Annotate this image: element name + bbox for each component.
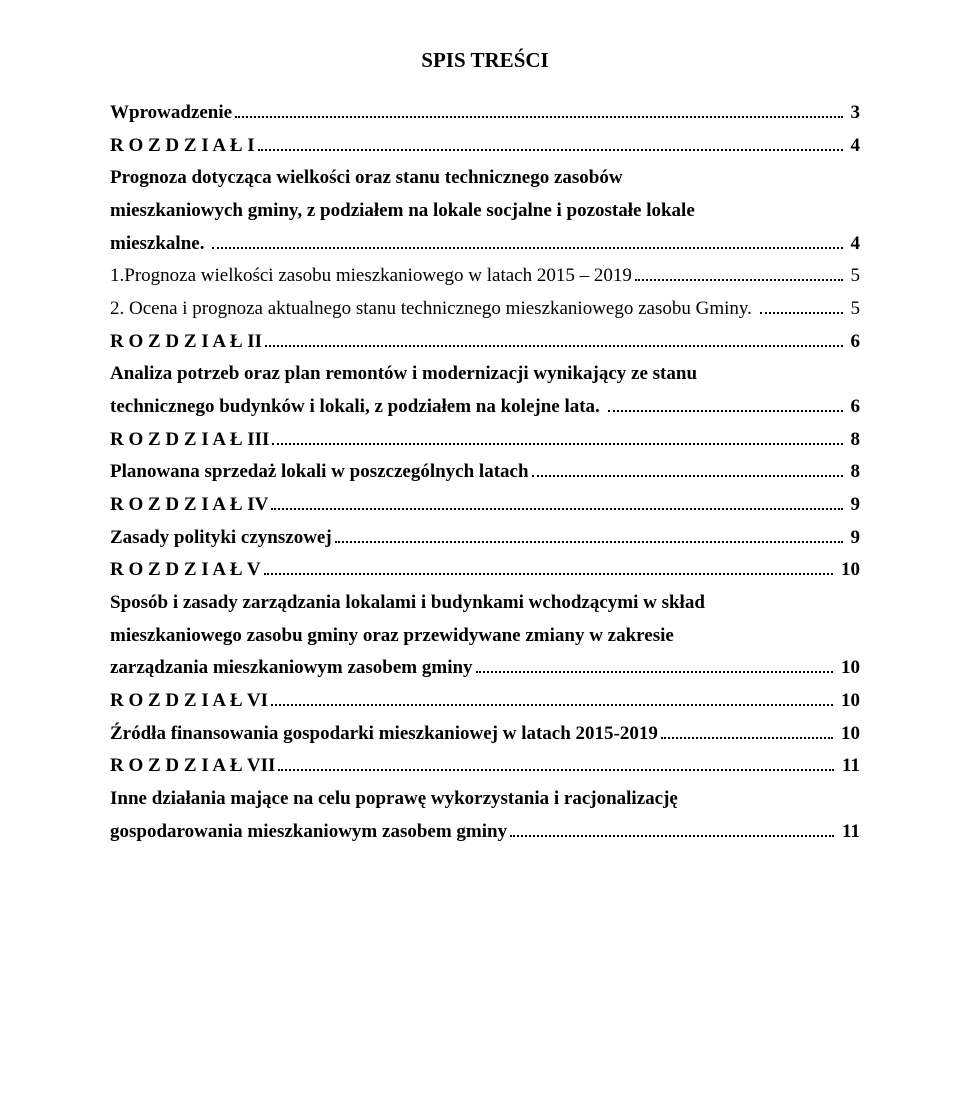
toc-list: Wprowadzenie 3R O Z D Z I A Ł I 4Prognoz… <box>110 97 860 848</box>
toc-leader-dots <box>608 395 843 412</box>
toc-leader-dots <box>258 134 843 151</box>
toc-entry: Zasady polityki czynszowej 9 <box>110 522 860 555</box>
toc-leader-dots <box>335 526 843 543</box>
toc-entry-text-line: Inne działania mające na celu poprawę wy… <box>110 783 860 816</box>
toc-entry: R O Z D Z I A Ł VII 11 <box>110 750 860 783</box>
toc-entry-text: technicznego budynków i lokali, z podzia… <box>110 391 605 424</box>
toc-entry-text: 2. Ocena i prognoza aktualnego stanu tec… <box>110 293 757 326</box>
toc-leader-dots <box>271 689 833 706</box>
page: SPIS TREŚCI Wprowadzenie 3R O Z D Z I A … <box>0 0 960 1111</box>
toc-entry-page: 10 <box>836 685 860 718</box>
toc-entry-page: 11 <box>837 750 860 783</box>
toc-entry-text: R O Z D Z I A Ł I <box>110 130 255 163</box>
toc-entry: R O Z D Z I A Ł IV 9 <box>110 489 860 522</box>
toc-entry-last-line: zarządzania mieszkaniowym zasobem gminy … <box>110 652 860 685</box>
toc-leader-dots <box>235 101 843 118</box>
toc-entry-page: 6 <box>846 326 860 359</box>
toc-entry-page: 8 <box>846 424 860 457</box>
toc-entry: R O Z D Z I A Ł VI 10 <box>110 685 860 718</box>
toc-entry-text: mieszkalne. <box>110 228 209 261</box>
toc-leader-dots <box>510 820 834 837</box>
toc-leader-dots <box>212 232 843 249</box>
toc-entry-text-line: Sposób i zasady zarządzania lokalami i b… <box>110 587 860 620</box>
toc-leader-dots <box>278 754 834 771</box>
toc-entry: Wprowadzenie 3 <box>110 97 860 130</box>
toc-entry-text-line: Prognoza dotycząca wielkości oraz stanu … <box>110 162 860 195</box>
toc-entry: 2. Ocena i prognoza aktualnego stanu tec… <box>110 293 860 326</box>
toc-entry: Źródła finansowania gospodarki mieszkani… <box>110 718 860 751</box>
toc-entry-page: 5 <box>846 260 860 293</box>
toc-entry: R O Z D Z I A Ł V 10 <box>110 554 860 587</box>
toc-entry-text: Źródła finansowania gospodarki mieszkani… <box>110 718 658 751</box>
toc-leader-dots <box>272 428 842 445</box>
toc-entry-text: R O Z D Z I A Ł VI <box>110 685 268 718</box>
toc-leader-dots <box>476 656 834 673</box>
toc-entry-last-line: mieszkalne. 4 <box>110 228 860 261</box>
toc-entry-text: Planowana sprzedaż lokali w poszczególny… <box>110 456 529 489</box>
toc-entry-text: gospodarowania mieszkaniowym zasobem gmi… <box>110 816 507 849</box>
toc-entry-page: 10 <box>836 718 860 751</box>
toc-entry-page: 10 <box>836 652 860 685</box>
toc-entry-page: 4 <box>846 130 860 163</box>
toc-entry-text: R O Z D Z I A Ł V <box>110 554 261 587</box>
toc-entry-page: 5 <box>846 293 860 326</box>
toc-leader-dots <box>635 264 843 281</box>
toc-entry-text: zarządzania mieszkaniowym zasobem gminy <box>110 652 473 685</box>
toc-entry-text: R O Z D Z I A Ł VII <box>110 750 275 783</box>
toc-entry-page: 3 <box>846 97 860 130</box>
toc-entry: Sposób i zasady zarządzania lokalami i b… <box>110 587 860 685</box>
toc-entry-text-line: Analiza potrzeb oraz plan remontów i mod… <box>110 358 860 391</box>
toc-entry-page: 10 <box>836 554 860 587</box>
toc-entry-page: 8 <box>846 456 860 489</box>
toc-entry: R O Z D Z I A Ł I 4 <box>110 130 860 163</box>
toc-leader-dots <box>271 493 842 510</box>
toc-entry: 1.Prognoza wielkości zasobu mieszkaniowe… <box>110 260 860 293</box>
toc-entry: R O Z D Z I A Ł II 6 <box>110 326 860 359</box>
toc-entry-page: 9 <box>846 522 860 555</box>
toc-entry-page: 6 <box>846 391 860 424</box>
toc-entry-text: R O Z D Z I A Ł IV <box>110 489 268 522</box>
toc-entry-last-line: technicznego budynków i lokali, z podzia… <box>110 391 860 424</box>
toc-leader-dots <box>532 460 843 477</box>
toc-entry: Analiza potrzeb oraz plan remontów i mod… <box>110 358 860 423</box>
toc-leader-dots <box>265 330 843 347</box>
toc-entry-last-line: gospodarowania mieszkaniowym zasobem gmi… <box>110 816 860 849</box>
toc-entry-page: 4 <box>846 228 860 261</box>
toc-leader-dots <box>264 558 834 575</box>
toc-entry-page: 9 <box>846 489 860 522</box>
toc-entry-text: Wprowadzenie <box>110 97 232 130</box>
toc-entry: Inne działania mające na celu poprawę wy… <box>110 783 860 848</box>
toc-entry-text-line: mieszkaniowego zasobu gminy oraz przewid… <box>110 620 860 653</box>
toc-entry-text: R O Z D Z I A Ł II <box>110 326 262 359</box>
toc-entry: R O Z D Z I A Ł III 8 <box>110 424 860 457</box>
toc-entry-text: Zasady polityki czynszowej <box>110 522 332 555</box>
toc-entry-text: R O Z D Z I A Ł III <box>110 424 269 457</box>
toc-entry: Prognoza dotycząca wielkości oraz stanu … <box>110 162 860 260</box>
toc-entry-text: 1.Prognoza wielkości zasobu mieszkaniowe… <box>110 260 632 293</box>
toc-leader-dots <box>760 297 843 314</box>
toc-title: SPIS TREŚCI <box>110 48 860 73</box>
toc-entry: Planowana sprzedaż lokali w poszczególny… <box>110 456 860 489</box>
toc-entry-text-line: mieszkaniowych gminy, z podziałem na lok… <box>110 195 860 228</box>
toc-leader-dots <box>661 722 833 739</box>
toc-entry-page: 11 <box>837 816 860 849</box>
